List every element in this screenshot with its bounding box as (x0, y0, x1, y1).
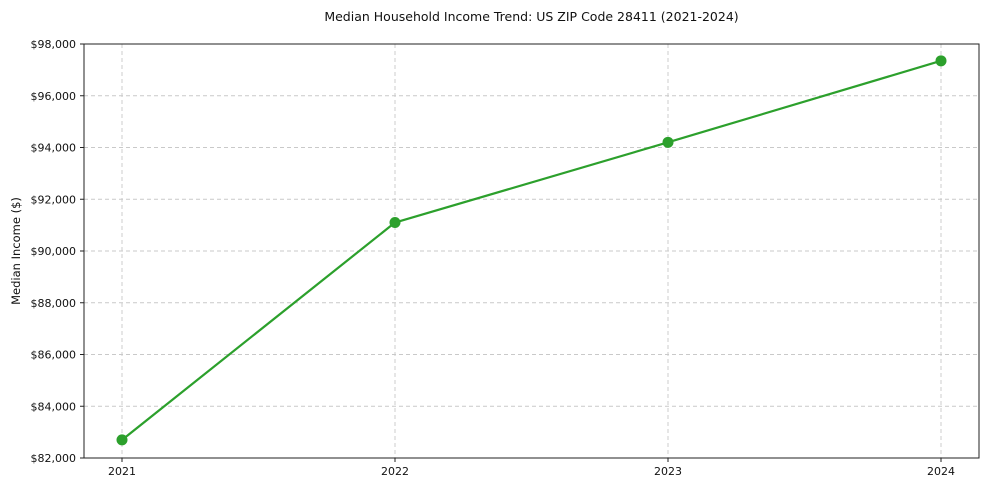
y-axis-tick-label: $92,000 (31, 193, 77, 206)
y-axis-tick-label: $98,000 (31, 38, 77, 51)
data-point (389, 217, 401, 229)
y-axis-label: Median Income ($) (9, 197, 23, 305)
y-axis-tick-label: $84,000 (31, 400, 77, 413)
chart-title: Median Household Income Trend: US ZIP Co… (324, 9, 739, 24)
x-axis-tick-label: 2024 (927, 465, 955, 478)
y-axis-tick-label: $82,000 (31, 452, 77, 465)
y-axis-tick-label: $88,000 (31, 297, 77, 310)
y-axis-tick-label: $90,000 (31, 245, 77, 258)
data-point (662, 136, 674, 148)
y-axis-tick-label: $96,000 (31, 90, 77, 103)
data-point (116, 434, 128, 446)
y-axis-tick-label: $94,000 (31, 142, 77, 155)
data-point (935, 55, 947, 67)
x-axis-tick-label: 2023 (654, 465, 682, 478)
x-axis-tick-label: 2022 (381, 465, 409, 478)
y-axis-tick-label: $86,000 (31, 349, 77, 362)
trend-line (120, 59, 943, 441)
x-axis-tick-label: 2021 (108, 465, 136, 478)
